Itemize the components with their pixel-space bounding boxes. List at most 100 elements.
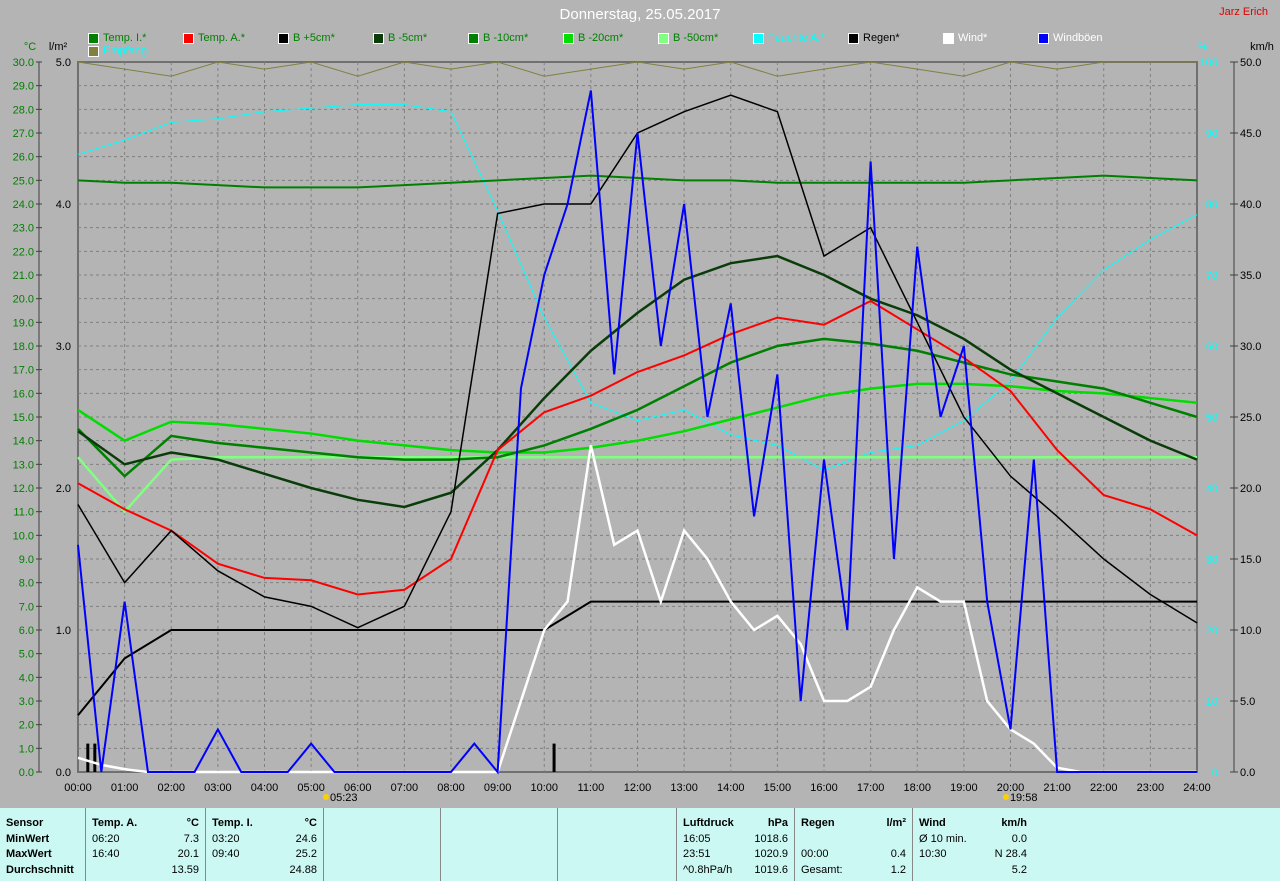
cell-time: ^0.8hPa/h — [683, 863, 733, 876]
chart-title: Donnerstag, 25.05.2017 — [559, 6, 721, 23]
temp-tick-label: 26.0 — [13, 152, 34, 164]
legend-label: Temp. A.* — [198, 32, 246, 44]
x-tick-label: 10:00 — [530, 782, 558, 794]
temp-tick-label: 18.0 — [13, 341, 34, 353]
x-tick-label: 09:00 — [484, 782, 512, 794]
table-col-wind: Wind km/h Ø 10 min. 0.0 10:30 N 28.4 5.2 — [913, 808, 1033, 881]
sunrise-icon — [322, 794, 329, 800]
col-header: Wind — [919, 817, 946, 829]
col-unit: hPa — [767, 817, 788, 829]
wind-tick-label: 50.0 — [1240, 57, 1261, 69]
x-tick-label: 00:00 — [64, 782, 92, 794]
temp-tick-label: 25.0 — [13, 175, 34, 187]
x-tick-label: 12:00 — [624, 782, 652, 794]
col-unit: °C — [304, 817, 317, 829]
legend-swatch-icon — [848, 32, 859, 44]
x-tick-label: 03:00 — [204, 782, 232, 794]
humidity-tick-label: 0 — [1212, 767, 1218, 779]
legend-swatch-icon — [373, 32, 384, 44]
x-tick-label: 16:00 — [810, 782, 838, 794]
legend-label: Windböen — [1053, 32, 1103, 44]
temp-tick-label: 12.0 — [13, 483, 34, 495]
legend-label: B -20cm* — [578, 32, 624, 44]
rain-bar — [86, 743, 90, 772]
temp-tick-label: 30.0 — [13, 57, 34, 69]
wind-tick-label: 10.0 — [1240, 625, 1261, 637]
legend-label: Empfang — [103, 45, 148, 57]
temp-tick-label: 17.0 — [13, 365, 34, 377]
series-temp-a- — [77, 299, 1198, 596]
table-col-temp-i: Temp. I. °C 03:20 24.6 09:40 25.2 24.88 — [206, 808, 324, 881]
temp-tick-label: 7.0 — [19, 601, 34, 613]
wind-tick-label: 45.0 — [1240, 128, 1261, 140]
cell-value: 13.59 — [171, 863, 199, 876]
humidity-tick-label: 20 — [1206, 625, 1218, 637]
cell-value: 0.4 — [890, 848, 906, 860]
weather-chart: 0.0 1.0 2.0 3.0 4.0 5.0 6.0 7.0 8.0 9.0 10.0 11.0 12… — [13, 41, 1274, 804]
wind-tick-label: 35.0 — [1240, 270, 1261, 282]
temp-tick-label: 9.0 — [19, 554, 34, 566]
cell-time: 03:20 — [212, 832, 240, 845]
x-tick-label: 21:00 — [1043, 782, 1071, 794]
series-regen- — [77, 600, 1197, 716]
table-col-temp-a: Temp. A. °C 06:20 7.3 16:40 20.1 13.59 — [86, 808, 206, 881]
temp-axis-label: °C — [24, 41, 36, 53]
owner-label: Jarz Erich — [1219, 6, 1268, 18]
temp-tick-label: 4.0 — [19, 672, 34, 684]
humidity-tick-label: 100 — [1200, 57, 1218, 69]
humidity-tick-label: 80 — [1206, 199, 1218, 211]
cell-time: 09:40 — [212, 848, 240, 860]
legend-label: B -50cm* — [673, 32, 719, 44]
temp-tick-label: 23.0 — [13, 223, 34, 235]
col-unit: l/m² — [886, 817, 906, 829]
label-avg: Durchschnitt — [6, 863, 74, 876]
legend-swatch-icon — [943, 32, 954, 44]
temp-tick-label: 16.0 — [13, 388, 34, 400]
humidity-tick-label: 90 — [1206, 128, 1218, 140]
legend-item: B -50cm* — [658, 32, 718, 44]
series-b-10cm- — [77, 337, 1198, 478]
temp-tick-label: 5.0 — [19, 649, 34, 661]
x-tick-label: 05:00 — [297, 782, 325, 794]
table-col-pressure: Luftdruck hPa 16:05 1018.6 23:51 1020.9 ^0.8hP… — [677, 808, 795, 881]
rain-bar — [552, 743, 556, 772]
humidity-axis-label: % — [1198, 41, 1208, 53]
cell-value: 1019.6 — [754, 863, 788, 876]
legend-label: B -10cm* — [483, 32, 529, 44]
table-col-empty-2 — [441, 808, 558, 881]
series-feuchte-a- — [77, 104, 1198, 471]
rain-tick-label: 4.0 — [56, 199, 71, 211]
legend-item: Windböen — [1038, 32, 1103, 44]
humidity-tick-label: 50 — [1206, 412, 1218, 424]
series-temp-i- — [77, 174, 1198, 189]
legend-swatch-icon — [753, 32, 764, 44]
legend-item: Feuchte A.* — [753, 32, 825, 44]
temp-tick-label: 15.0 — [13, 412, 34, 424]
table-col-rain: Regen l/m² 00:00 0.4 Gesamt: 1.2 — [795, 808, 913, 881]
col-header: Temp. I. — [212, 817, 253, 829]
legend-swatch-icon — [88, 45, 99, 57]
cell-value: 24.88 — [289, 863, 317, 876]
cell-time: 16:40 — [92, 848, 120, 860]
rain-tick-label: 1.0 — [56, 625, 71, 637]
temp-tick-label: 3.0 — [19, 696, 34, 708]
cell-time: Gesamt: — [801, 863, 843, 876]
humidity-tick-label: 40 — [1206, 483, 1218, 495]
cell-value: 20.1 — [177, 848, 199, 860]
temp-tick-label: 29.0 — [13, 81, 34, 93]
legend-label: B +5cm* — [293, 32, 335, 44]
temp-tick-label: 24.0 — [13, 199, 34, 211]
label-max: MaxWert — [6, 848, 52, 860]
legend-label: B -5cm* — [388, 32, 428, 44]
legend-swatch-icon — [468, 32, 479, 44]
rain-tick-label: 2.0 — [56, 483, 71, 495]
temp-tick-label: 10.0 — [13, 530, 34, 542]
x-tick-label: 20:00 — [997, 782, 1025, 794]
temp-tick-label: 22.0 — [13, 246, 34, 258]
temp-tick-label: 21.0 — [13, 270, 34, 282]
x-tick-label: 14:00 — [717, 782, 745, 794]
temp-tick-label: 28.0 — [13, 104, 34, 116]
x-tick-label: 11:00 — [578, 782, 605, 794]
cell-value: 5.2 — [1011, 863, 1027, 876]
wind-tick-label: 30.0 — [1240, 341, 1261, 353]
